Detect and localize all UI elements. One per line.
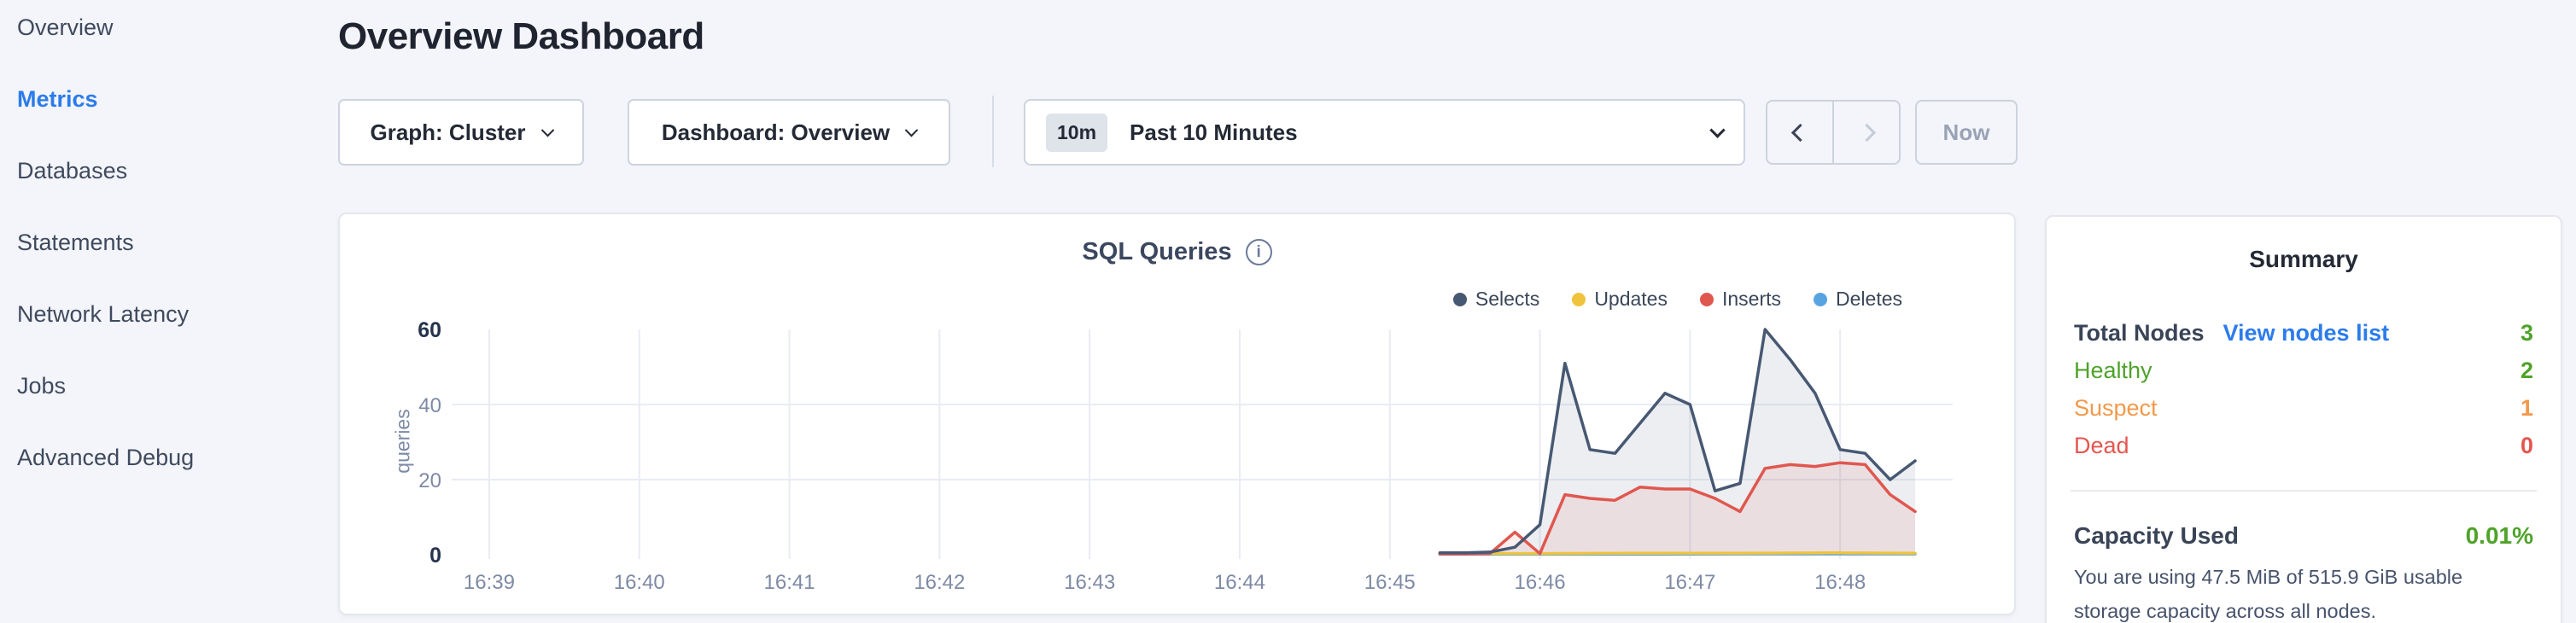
chart-title: SQL Queries	[1082, 238, 1232, 265]
chevron-down-icon	[1709, 121, 1726, 138]
chevron-left-icon	[1790, 123, 1809, 142]
sidebar-item-metrics[interactable]: Metrics	[17, 86, 98, 112]
svg-text:16:39: 16:39	[464, 571, 515, 594]
summary-row-healthy: Healthy 2	[2074, 352, 2533, 389]
graph-dropdown-label: Graph: Cluster	[370, 119, 526, 145]
chevron-down-icon	[904, 123, 919, 137]
svg-text:20: 20	[418, 469, 441, 492]
legend-item-deletes[interactable]: Deletes	[1814, 288, 1902, 311]
graph-dropdown[interactable]: Graph: Cluster	[338, 99, 584, 166]
summary-row-label: Total Nodes	[2074, 319, 2205, 346]
time-step-buttons	[1766, 100, 1901, 165]
summary-row-value: 0	[2520, 432, 2533, 458]
svg-text:16:45: 16:45	[1364, 571, 1416, 594]
svg-text:16:42: 16:42	[914, 571, 965, 594]
summary-row-value: 3	[2520, 319, 2533, 346]
summary-row-value: 1	[2520, 394, 2533, 421]
svg-text:40: 40	[418, 394, 441, 417]
summary-row-suspect: Suspect 1	[2074, 389, 2533, 427]
svg-text:16:40: 16:40	[614, 571, 665, 594]
sidebar-item-databases[interactable]: Databases	[17, 158, 128, 183]
legend-dot-updates	[1572, 292, 1586, 306]
sidebar-nav: Overview Metrics Databases Statements Networ…	[0, 0, 316, 623]
svg-text:0: 0	[429, 544, 441, 568]
time-range-badge: 10m	[1046, 113, 1108, 152]
now-button[interactable]: Now	[1915, 100, 2018, 165]
summary-row-label: Healthy	[2074, 357, 2153, 383]
toolbar-divider	[992, 96, 994, 167]
summary-rows: Total Nodes View nodes list 3 Healthy 2 Suspe…	[2074, 314, 2533, 464]
time-range-dropdown[interactable]: 10m Past 10 Minutes	[1024, 99, 1745, 166]
legend-label: Updates	[1594, 288, 1668, 310]
sidebar-item-network-latency[interactable]: Network Latency	[17, 301, 190, 327]
legend-label: Deletes	[1836, 288, 1902, 310]
dashboard-dropdown-label: Dashboard: Overview	[661, 119, 891, 145]
chart-legend: Selects Updates Inserts Deletes	[1452, 288, 1902, 311]
chevron-right-icon	[1857, 123, 1876, 142]
svg-text:16:41: 16:41	[764, 571, 815, 594]
legend-item-inserts[interactable]: Inserts	[1699, 288, 1782, 311]
svg-text:16:47: 16:47	[1664, 571, 1715, 594]
sidebar-item-statements[interactable]: Statements	[17, 230, 134, 255]
sidebar-item-overview[interactable]: Overview	[17, 15, 114, 40]
time-step-forward-button[interactable]	[1832, 102, 1899, 163]
legend-dot-selects	[1452, 292, 1467, 306]
summary-row-total-nodes: Total Nodes View nodes list 3	[2074, 314, 2533, 352]
summary-row-label: Dead	[2074, 432, 2129, 458]
legend-item-updates[interactable]: Updates	[1572, 288, 1668, 311]
summary-row-value: 2	[2520, 357, 2533, 383]
legend-label: Inserts	[1721, 288, 1782, 310]
page-title: Overview Dashboard	[338, 15, 704, 57]
sidebar-item-list: Overview Metrics Databases Statements Networ…	[17, 12, 316, 473]
svg-text:60: 60	[418, 318, 441, 342]
capacity-value: 0.01%	[2465, 522, 2533, 549]
time-step-back-button[interactable]	[1767, 102, 1832, 163]
sql-queries-chart-card: SQL Queries i Selects Updates Inserts Delet…	[338, 213, 2016, 615]
view-nodes-list-link[interactable]: View nodes list	[2223, 319, 2390, 346]
summary-row-label: Suspect	[2074, 394, 2158, 421]
chart-title-row: SQL Queries i	[340, 238, 2014, 266]
capacity-label: Capacity Used	[2074, 522, 2239, 549]
summary-inner: Summary Total Nodes View nodes list 3 Healt…	[2047, 217, 2561, 623]
time-range-label: Past 10 Minutes	[1130, 119, 1298, 145]
legend-label: Selects	[1475, 288, 1540, 310]
sidebar-item-advanced-debug[interactable]: Advanced Debug	[17, 445, 195, 470]
legend-item-selects[interactable]: Selects	[1452, 288, 1540, 311]
chevron-down-icon	[540, 123, 554, 137]
summary-panel: Summary Total Nodes View nodes list 3 Healt…	[2045, 215, 2562, 623]
sidebar-item-jobs[interactable]: Jobs	[17, 373, 67, 399]
info-icon[interactable]: i	[1245, 239, 1272, 265]
capacity-description: You are using 47.5 MiB of 515.9 GiB usab…	[2074, 566, 2463, 622]
svg-text:16:44: 16:44	[1214, 571, 1265, 594]
svg-text:16:43: 16:43	[1064, 571, 1115, 594]
capacity-row: Capacity Used 0.01%	[2074, 522, 2533, 550]
sql-queries-chart: 16:39 16:40 16:41 16:42 16:43 16:44 16:45 16:46…	[418, 318, 1953, 594]
summary-divider	[2071, 490, 2537, 492]
svg-text:16:46: 16:46	[1515, 571, 1566, 594]
legend-dot-inserts	[1699, 292, 1714, 306]
dashboard-dropdown[interactable]: Dashboard: Overview	[628, 99, 950, 166]
svg-text:16:48: 16:48	[1814, 571, 1866, 594]
legend-dot-deletes	[1814, 292, 1828, 306]
summary-row-dead: Dead 0	[2074, 427, 2533, 464]
summary-title: Summary	[2249, 246, 2358, 272]
